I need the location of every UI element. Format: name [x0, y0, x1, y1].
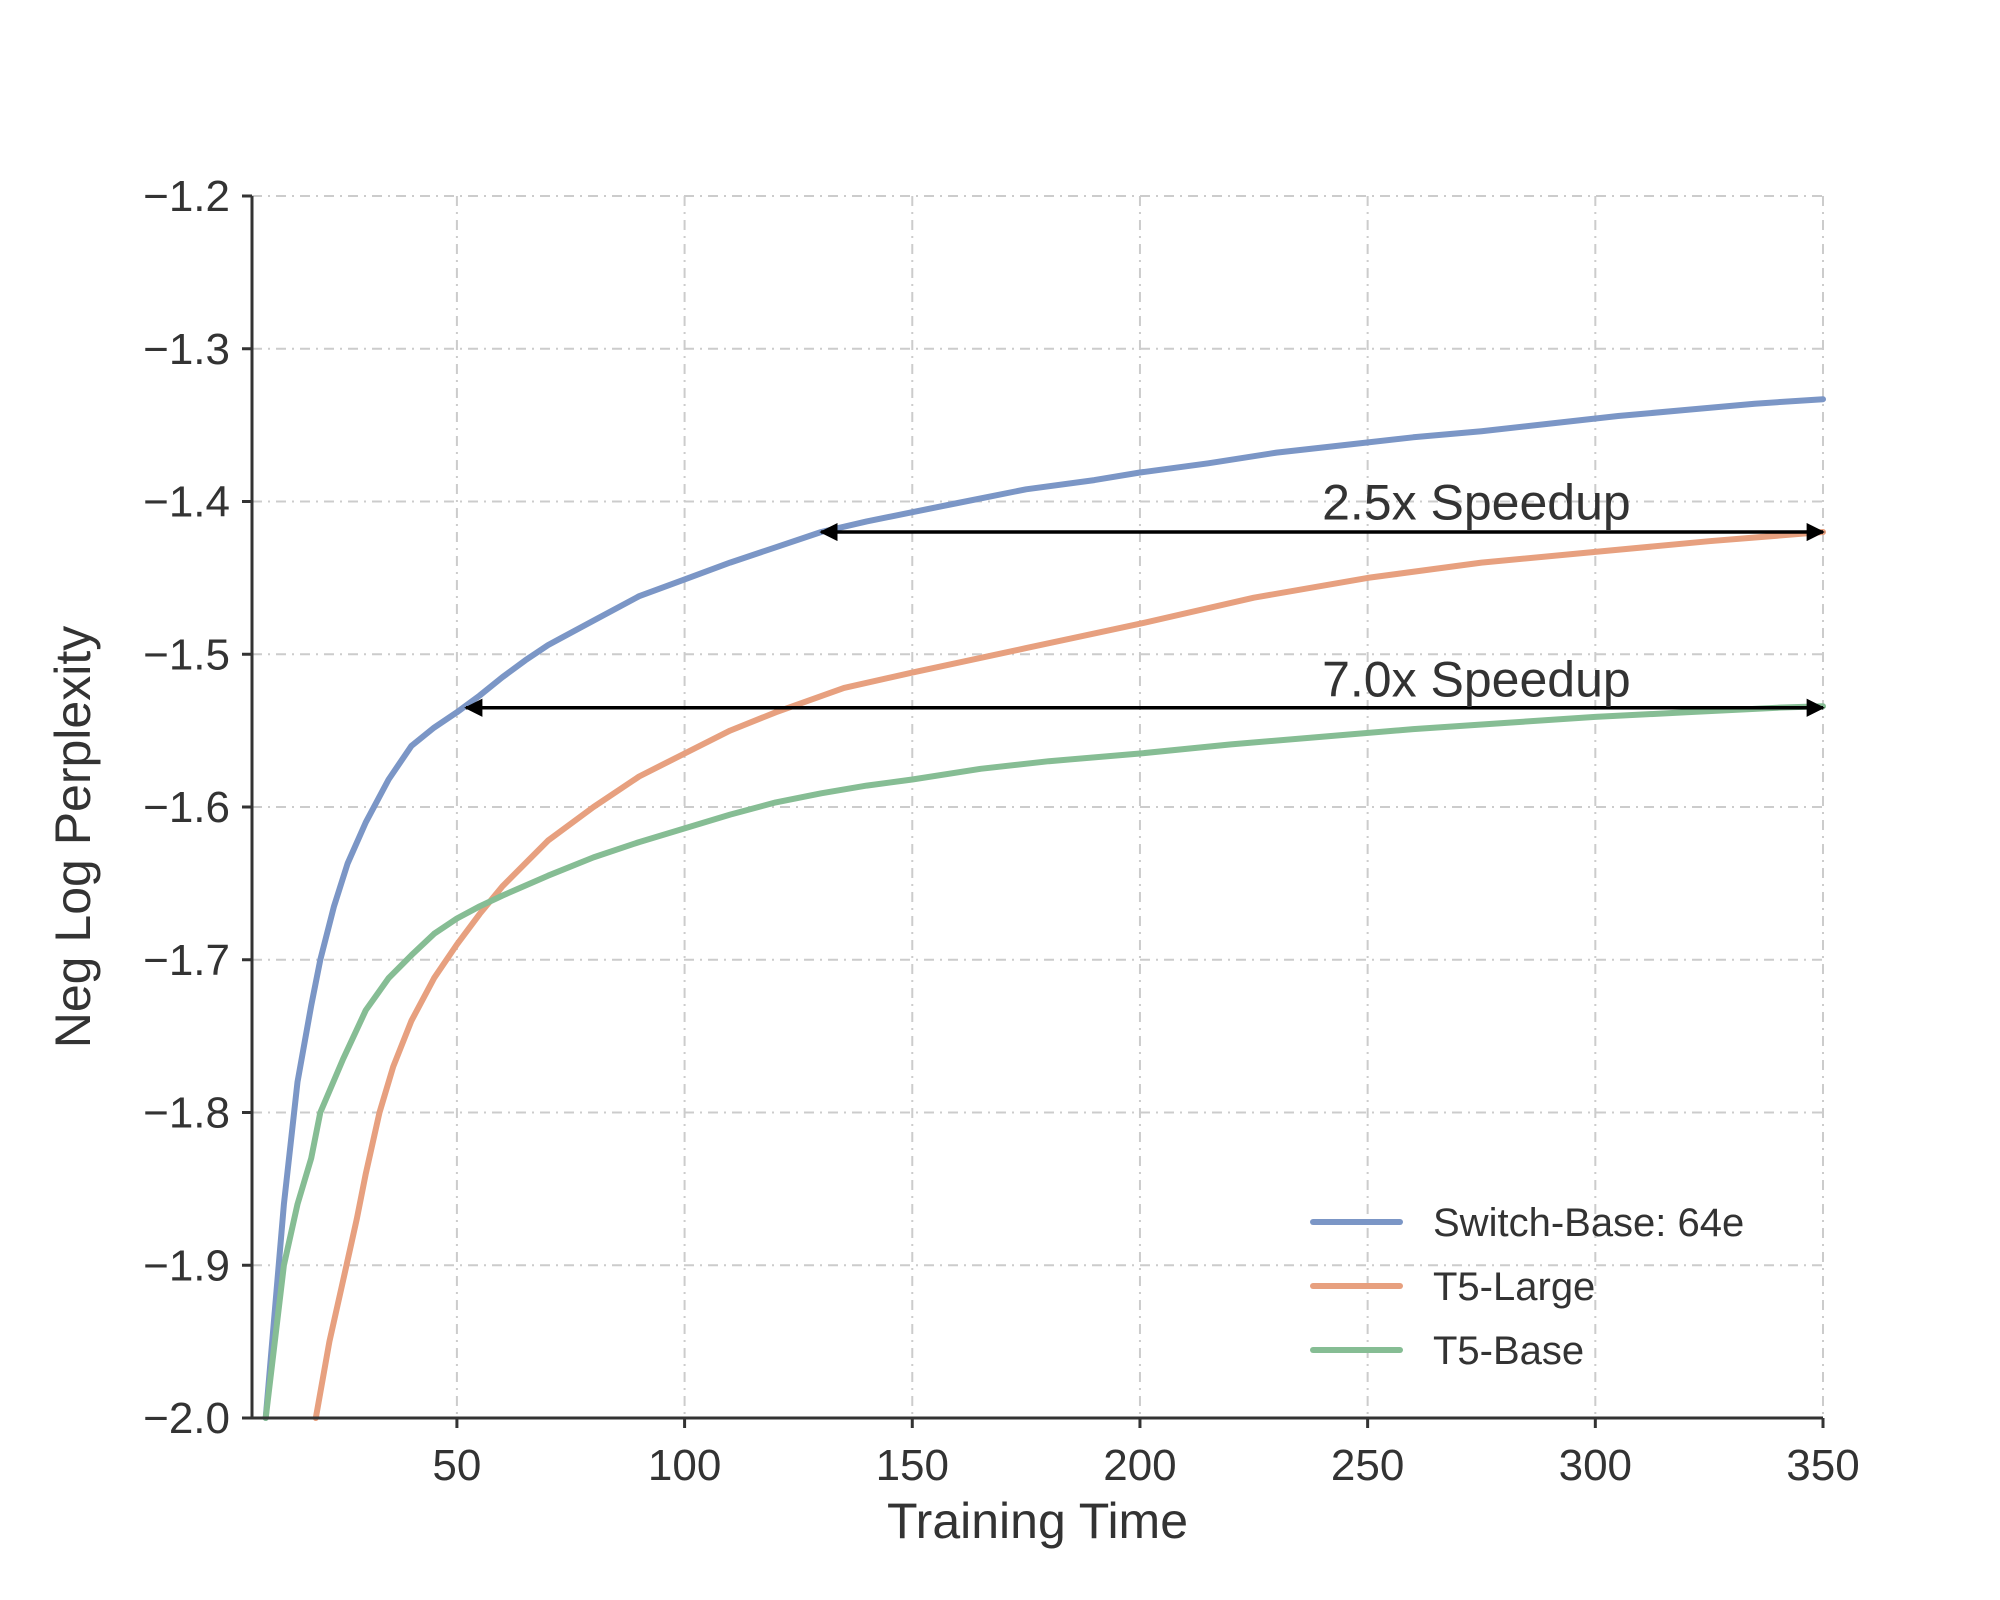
series-line-t5-large: [312, 529, 1826, 1421]
x-tick-label: 350: [1786, 1441, 1859, 1490]
y-tick-label: −1.4: [143, 478, 230, 527]
legend-label: T5-Large: [1433, 1265, 1595, 1309]
x-tick-label: 50: [432, 1441, 481, 1490]
y-tick-label: −1.6: [143, 783, 230, 832]
x-tick-label: 150: [876, 1441, 949, 1490]
legend: Switch-Base: 64e T5-Large T5-Base: [1310, 1201, 1744, 1373]
y-tick-label: −1.9: [143, 1241, 230, 1290]
annotations: 2.5x Speedup 7.0x Speedup: [464, 475, 1825, 717]
x-axis-label: Training Time: [887, 1493, 1188, 1549]
y-tick-label: −1.7: [143, 936, 230, 985]
series-line-switch-base-64e: [262, 396, 1826, 1421]
speedup-label: 2.5x Speedup: [1322, 475, 1631, 531]
series-line-t5-base: [262, 703, 1826, 1421]
x-tick-label: 300: [1559, 1441, 1632, 1490]
y-tick-label: −2.0: [143, 1394, 230, 1443]
y-tick-label: −1.2: [143, 172, 230, 221]
y-tick-label: −1.8: [143, 1089, 230, 1138]
legend-label: T5-Base: [1433, 1329, 1584, 1373]
legend-label: Switch-Base: 64e: [1433, 1201, 1744, 1245]
axes: 50 100 150 200 250 300 350 −2.0 −1.9 −1.8 −1.7 −1.6…: [143, 172, 1860, 1490]
y-tick-label: −1.3: [143, 325, 230, 374]
y-axis-label: Neg Log Perplexity: [45, 626, 101, 1048]
x-tick-label: 250: [1331, 1441, 1404, 1490]
y-tick-label: −1.5: [143, 630, 230, 679]
x-tick-label: 100: [648, 1441, 721, 1490]
series-layer: [262, 396, 1826, 1421]
speedup-label: 7.0x Speedup: [1322, 652, 1631, 708]
x-tick-label: 200: [1103, 1441, 1176, 1490]
